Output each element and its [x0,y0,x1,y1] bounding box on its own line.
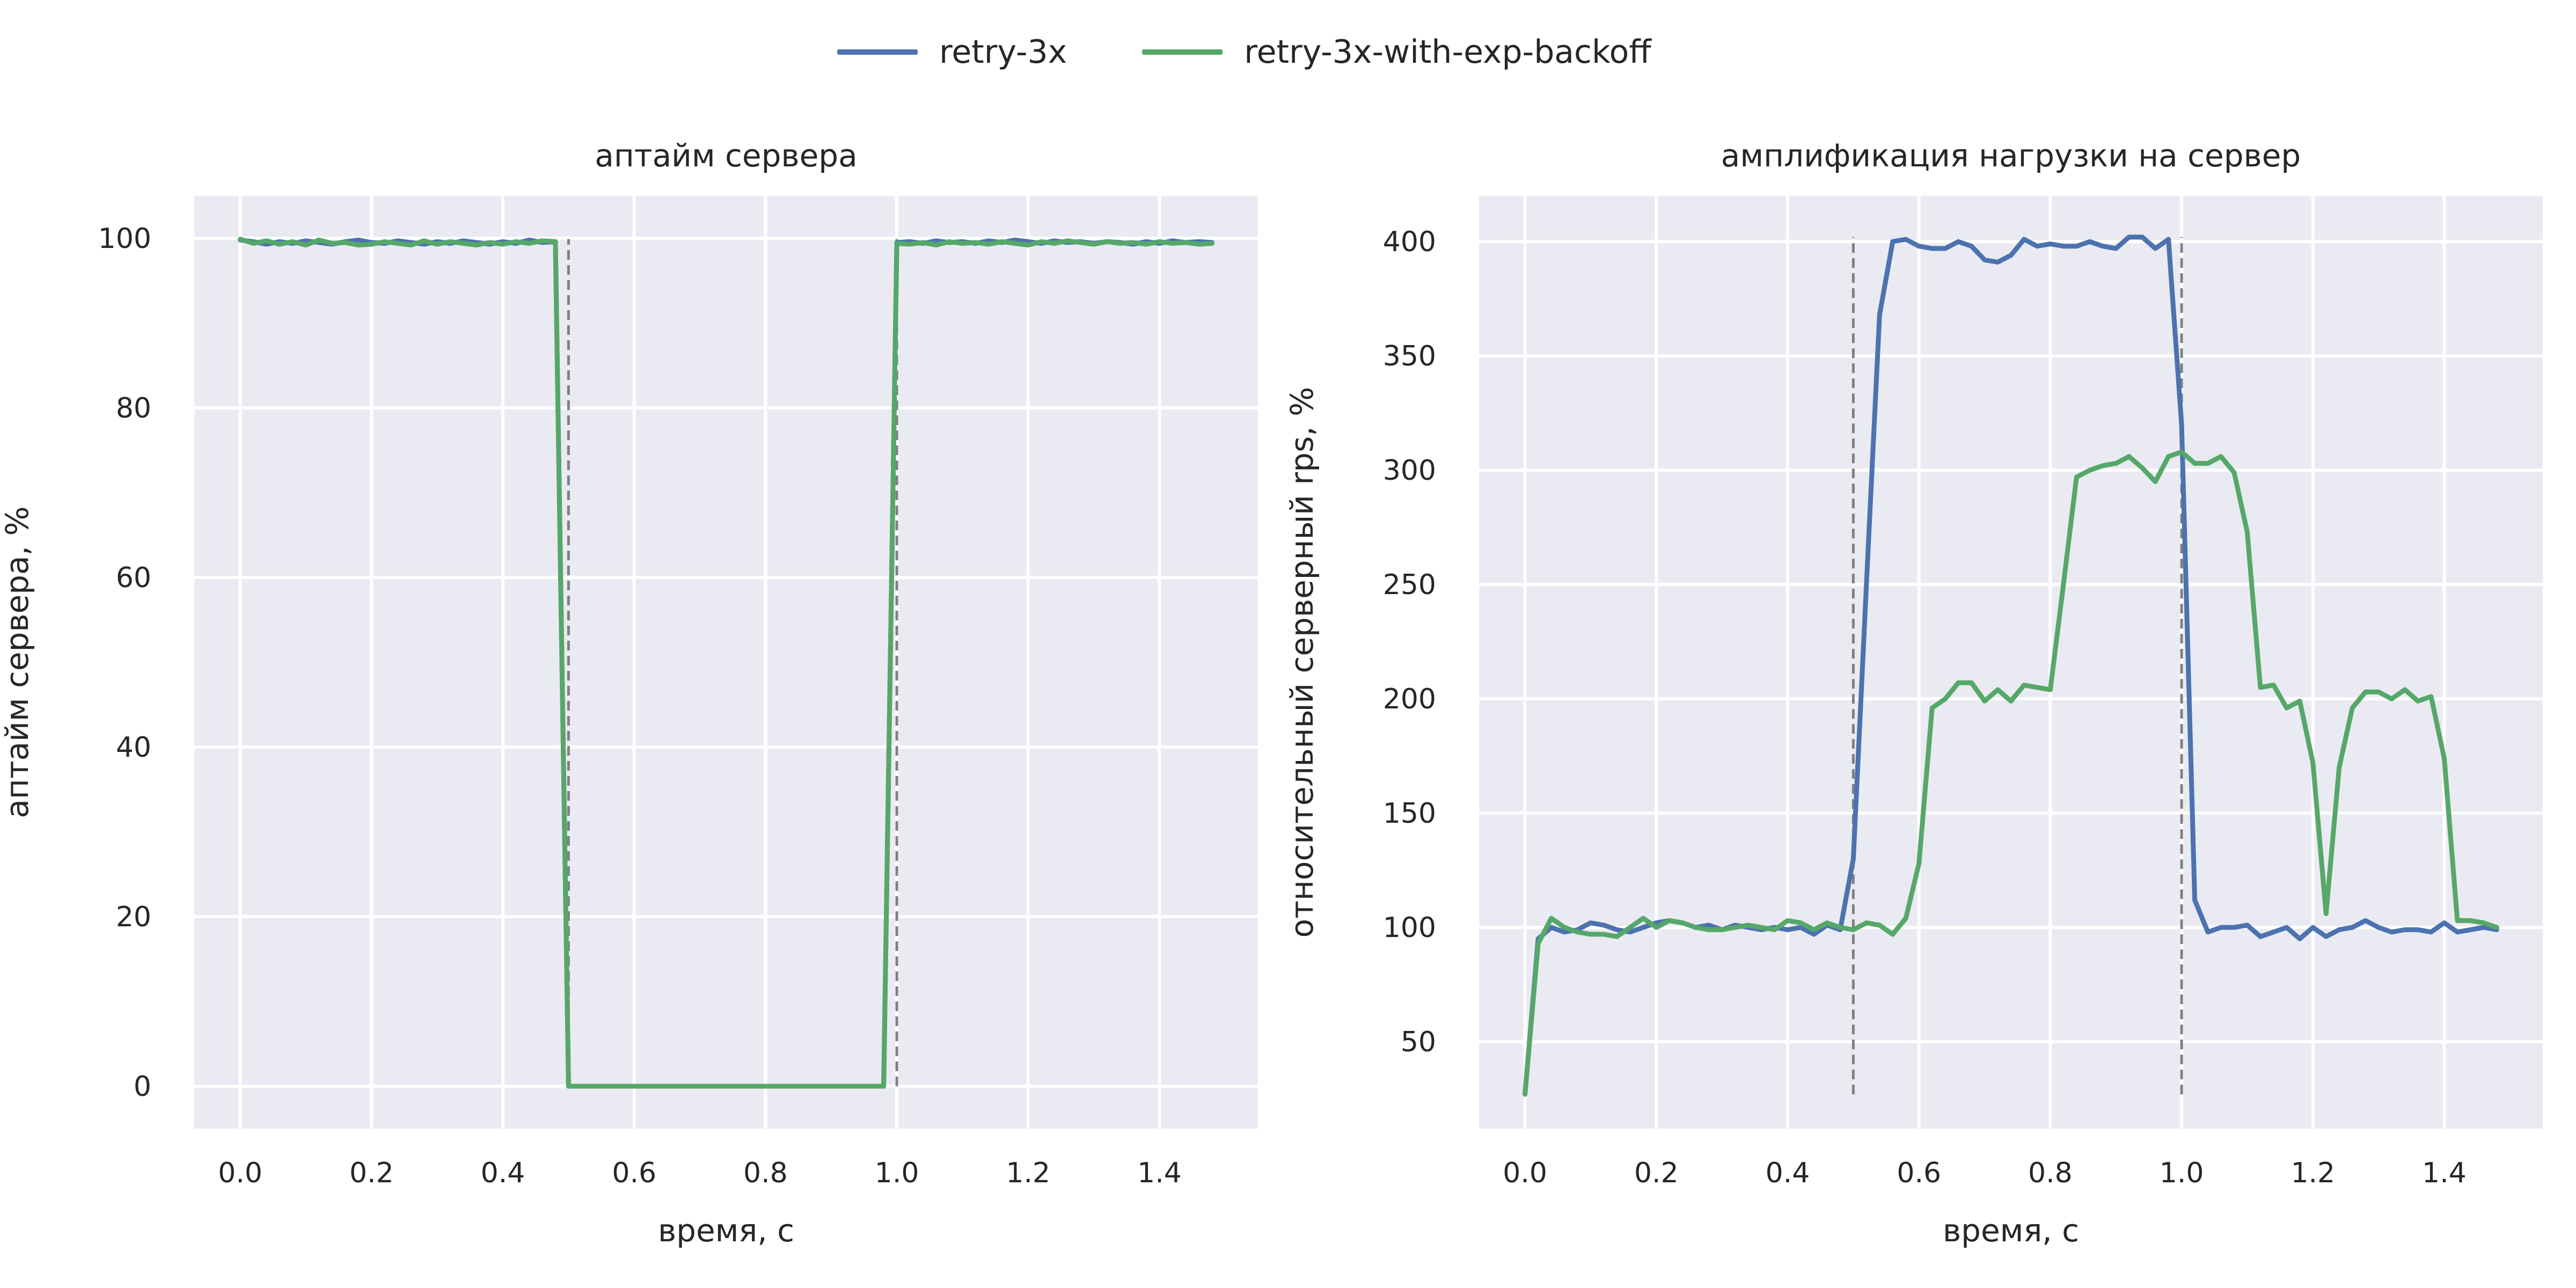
y-tick-label: 200 [1383,683,1436,715]
load-amplification-chart: 0.0 0.2 0.4 0.6 0.8 1.0 1.2 1.4 50 100 150 200 250 30… [1284,137,2543,1249]
legend-item-retry-3x-with-exp-backoff: retry-3x-with-exp-backoff [1142,33,1651,71]
legend-label-retry-3x-with-exp-backoff: retry-3x-with-exp-backoff [1244,33,1651,71]
y-axis-label: относительный серверный rps, % [1284,387,1320,938]
x-tick-label: 0.4 [481,1157,525,1189]
x-tick-label: 1.2 [1006,1157,1050,1189]
y-tick-label: 400 [1383,226,1436,258]
legend-swatch-retry-3x-with-exp-backoff [1142,49,1223,55]
y-tick-label: 0 [134,1071,151,1103]
plot-area [194,196,1258,1129]
x-axis-label: время, с [1943,1212,2079,1249]
x-tick-label: 1.0 [2160,1157,2204,1189]
series-line-retry-3x-with-exp-backoff [1523,449,2499,1097]
legend-swatch-retry-3x [837,49,918,55]
x-tick-label: 1.0 [875,1157,919,1189]
y-tick-label: 100 [98,223,151,255]
y-tick-label: 250 [1383,569,1436,601]
y-tick-label: 100 [1383,912,1436,944]
legend-item-retry-3x: retry-3x [837,33,1067,71]
x-tick-label: 0.6 [612,1157,656,1189]
series-line-retry-3x-with-exp-backoff [238,237,1214,1089]
chart-legend: retry-3x retry-3x-with-exp-backoff [837,28,1726,76]
x-tick-label: 0.8 [2028,1157,2073,1189]
y-tick-label: 150 [1383,797,1436,830]
y-axis-label: аптайм сервера, % [0,506,35,818]
uptime-chart: 0.0 0.2 0.4 0.6 0.8 1.0 1.2 1.4 0 20 40 60 80 100 апта… [0,137,1258,1249]
chart-title: амплификация нагрузки на сервер [1721,137,2301,174]
plot-area [1479,196,2543,1129]
x-tick-label: 0.8 [743,1157,788,1189]
x-tick-label: 0.0 [218,1157,262,1189]
y-tick-label: 300 [1383,455,1436,487]
x-tick-label: 1.4 [2422,1157,2467,1189]
x-tick-label: 1.4 [1137,1157,1182,1189]
y-tick-label: 350 [1383,340,1436,372]
x-tick-label: 0.4 [1766,1157,1810,1189]
y-tick-label: 20 [116,901,151,933]
x-tick-label: 0.2 [349,1157,394,1189]
y-tick-label: 60 [116,562,151,594]
x-tick-label: 0.6 [1897,1157,1941,1189]
y-tick-label: 50 [1401,1026,1436,1058]
x-tick-label: 0.2 [1634,1157,1679,1189]
chart-title: аптайм сервера [595,137,857,174]
x-tick-label: 1.2 [2290,1157,2335,1189]
x-axis-label: время, с [658,1212,794,1249]
y-tick-label: 40 [116,731,151,764]
legend-label-retry-3x: retry-3x [939,33,1067,71]
x-tick-label: 0.0 [1503,1157,1547,1189]
y-tick-label: 80 [116,392,151,425]
